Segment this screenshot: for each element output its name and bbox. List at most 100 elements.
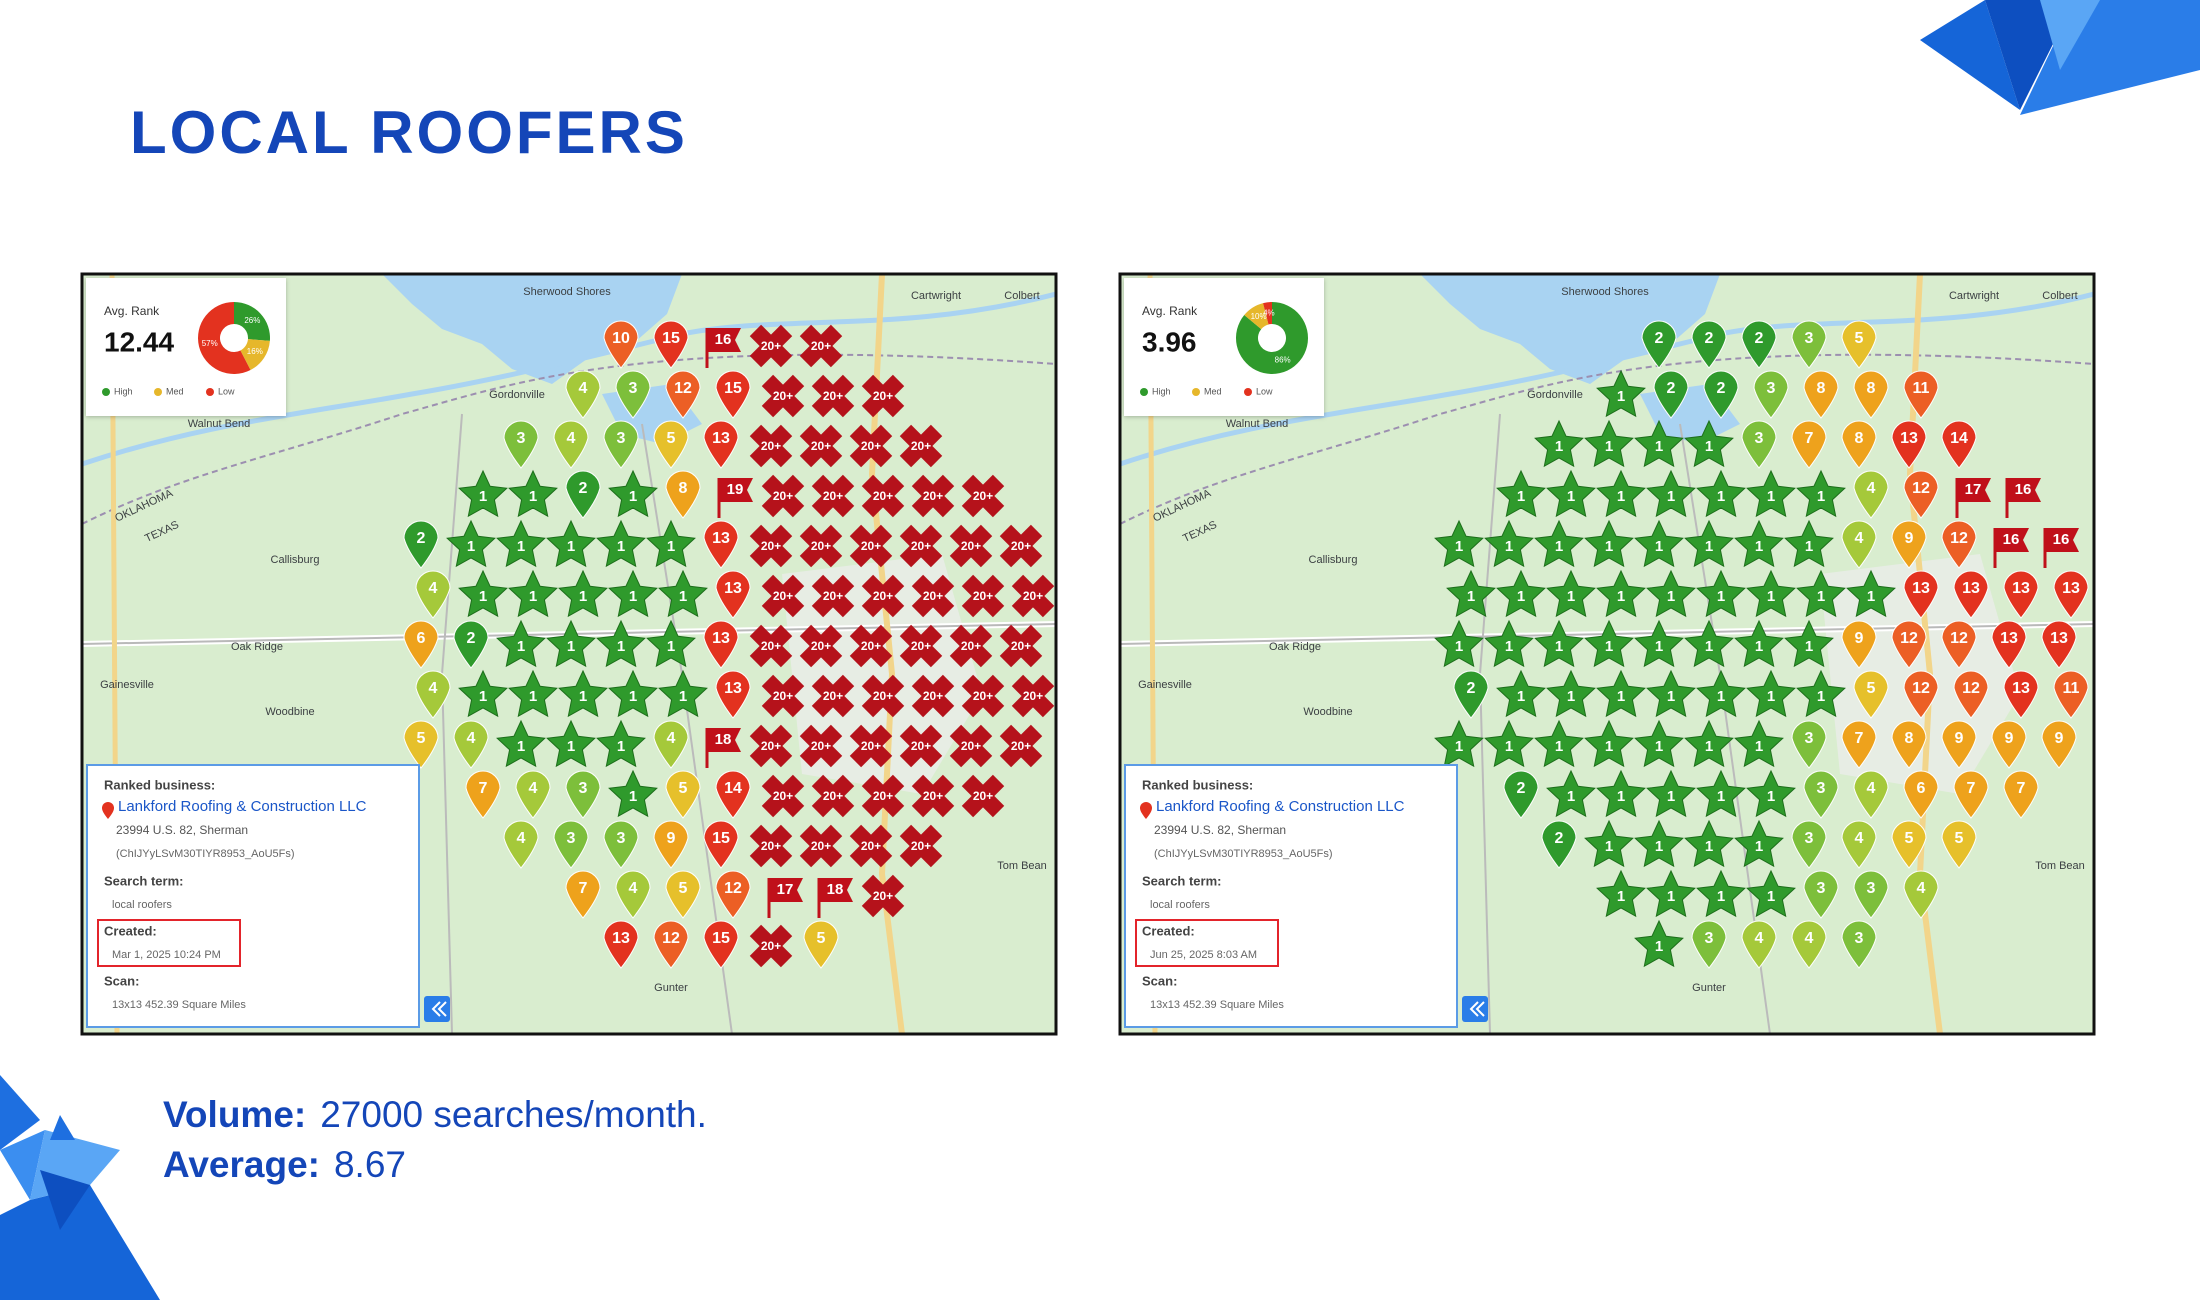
x-bar bbox=[811, 774, 855, 818]
rank-label: 1 bbox=[529, 688, 537, 705]
rank-label: 20+ bbox=[1011, 639, 1031, 653]
rank-label: 8 bbox=[679, 480, 688, 497]
rank-marker: 1 bbox=[608, 469, 658, 518]
corner-decoration bbox=[0, 1075, 160, 1300]
star bbox=[1684, 419, 1734, 468]
pin bbox=[1891, 720, 1927, 769]
rank-label: 9 bbox=[1855, 630, 1864, 647]
rank-label: 20+ bbox=[761, 639, 781, 653]
rank-marker: 13 bbox=[715, 670, 751, 719]
pin bbox=[2041, 720, 2077, 769]
star bbox=[1796, 569, 1846, 618]
rank-label: 7 bbox=[2017, 780, 2026, 797]
rank-marker: 20+ bbox=[911, 574, 955, 618]
star bbox=[1746, 569, 1796, 618]
rank-marker: 1 bbox=[508, 569, 558, 618]
rank-label: 4 bbox=[429, 680, 438, 697]
pin bbox=[603, 820, 639, 869]
flag bbox=[1995, 528, 2029, 552]
collapse-button[interactable] bbox=[424, 996, 450, 1022]
rank-label: 20+ bbox=[973, 489, 993, 503]
pin bbox=[615, 370, 651, 419]
star bbox=[646, 619, 696, 668]
pin bbox=[1841, 920, 1877, 969]
rank-marker: 20+ bbox=[961, 674, 1005, 718]
rank-label: 1 bbox=[579, 688, 587, 705]
pin bbox=[703, 820, 739, 869]
rank-label: 3 bbox=[1805, 830, 1814, 847]
rank-marker: 1 bbox=[1584, 419, 1634, 468]
rank-label: 20+ bbox=[911, 639, 931, 653]
rank-label: 1 bbox=[1755, 638, 1763, 655]
rank-marker: 1 bbox=[1646, 569, 1696, 618]
rank-marker: 5 bbox=[803, 920, 839, 969]
star bbox=[646, 519, 696, 568]
pin bbox=[1641, 320, 1677, 369]
rank-label: 1 bbox=[629, 688, 637, 705]
rank-label: 1 bbox=[1805, 638, 1813, 655]
rank-marker: 16 bbox=[1993, 528, 2029, 568]
rank-marker: 12 bbox=[715, 870, 751, 919]
rank-label: 2 bbox=[579, 480, 588, 497]
volume-line: Volume: 27000 searches/month. bbox=[163, 1094, 707, 1135]
collapse-button[interactable] bbox=[1462, 996, 1488, 1022]
rank-marker: 4 bbox=[1741, 920, 1777, 969]
rank-marker: 5 bbox=[403, 720, 439, 769]
rank-marker: 13 bbox=[703, 520, 739, 569]
rank-marker: 1 bbox=[596, 619, 646, 668]
rank-marker: 4 bbox=[503, 820, 539, 869]
pin bbox=[1803, 370, 1839, 419]
donut-label: 26% bbox=[244, 316, 260, 325]
rank-marker: 13 bbox=[1953, 570, 1989, 619]
star bbox=[1534, 519, 1584, 568]
pin bbox=[1791, 920, 1827, 969]
rank-marker: 18 bbox=[817, 878, 853, 918]
rank-marker: 1 bbox=[1596, 769, 1646, 818]
star bbox=[1484, 619, 1534, 668]
rank-marker: 14 bbox=[1941, 420, 1977, 469]
rank-marker: 4 bbox=[1841, 820, 1877, 869]
pin bbox=[2041, 620, 2077, 669]
x-bar bbox=[911, 474, 955, 518]
rank-marker: 1 bbox=[1596, 669, 1646, 718]
x-bar bbox=[961, 474, 1005, 518]
rank-label: 20+ bbox=[961, 739, 981, 753]
rank-label: 20+ bbox=[961, 639, 981, 653]
rank-label: 1 bbox=[617, 538, 625, 555]
rank-label: 20+ bbox=[823, 689, 843, 703]
map-label: Callisburg bbox=[1309, 554, 1358, 566]
star bbox=[1846, 569, 1896, 618]
pin bbox=[715, 370, 751, 419]
rank-marker: 20+ bbox=[849, 624, 893, 668]
rank-marker: 1 bbox=[558, 669, 608, 718]
star bbox=[1696, 669, 1746, 718]
map-label: Sherwood Shores bbox=[523, 286, 611, 298]
location-icon bbox=[102, 802, 114, 819]
rank-marker: 1 bbox=[1584, 719, 1634, 768]
star bbox=[1596, 469, 1646, 518]
donut-segment bbox=[1244, 303, 1269, 330]
star bbox=[1634, 619, 1684, 668]
rank-label: 20+ bbox=[811, 439, 831, 453]
rank-label: 1 bbox=[1705, 838, 1713, 855]
pin bbox=[653, 320, 689, 369]
rank-label: 20+ bbox=[973, 689, 993, 703]
star bbox=[1546, 469, 1596, 518]
rank-label: 4 bbox=[1867, 780, 1876, 797]
x-bar bbox=[861, 674, 905, 718]
rank-marker: 1 bbox=[1646, 669, 1696, 718]
rank-marker: 9 bbox=[1841, 620, 1877, 669]
star bbox=[458, 569, 508, 618]
legend-dot bbox=[1192, 388, 1200, 396]
rank-marker: 8 bbox=[1853, 370, 1889, 419]
star bbox=[1534, 419, 1584, 468]
rank-marker: 1 bbox=[1534, 719, 1584, 768]
rank-label: 13 bbox=[1962, 580, 1980, 597]
rank-label: 3 bbox=[1805, 730, 1814, 747]
rank-label: 19 bbox=[727, 481, 744, 498]
rank-label: 1 bbox=[1667, 488, 1675, 505]
pin bbox=[553, 420, 589, 469]
flag bbox=[2007, 478, 2041, 502]
rank-label: 3 bbox=[629, 380, 638, 397]
